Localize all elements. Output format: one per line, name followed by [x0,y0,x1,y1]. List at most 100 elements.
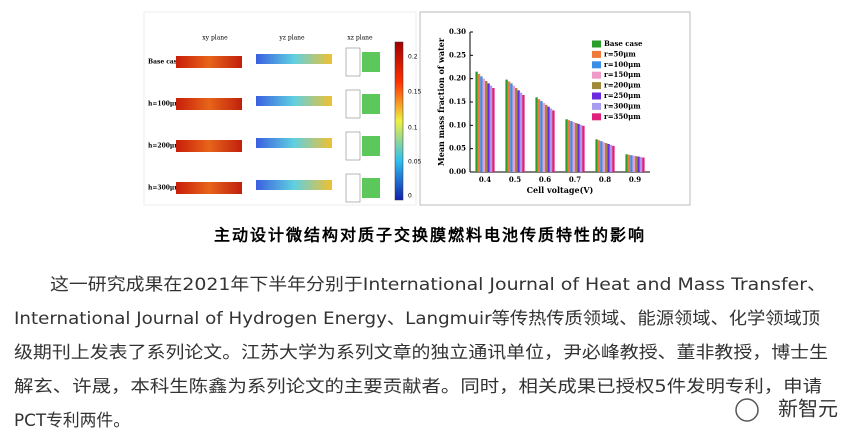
bar [480,76,483,172]
legend-label: r=50μm [604,49,636,58]
xz-frame [345,173,361,203]
bar [632,155,635,172]
xz-field [362,52,380,72]
bar [482,78,485,172]
bar [489,85,493,172]
bar [547,106,550,172]
legend-label: r=300μm [604,101,641,110]
bar [540,101,543,172]
y-tick-label: 0.00 [449,167,466,176]
bar [582,125,585,172]
legend-label: Base case [604,39,643,48]
bar [637,156,640,172]
bar [565,119,568,172]
bar [639,157,643,172]
bar [492,88,495,172]
bar [485,81,488,172]
paragraph-line: 解玄、许晟，本科生陈鑫为系列论文的主要贡献者。同时，相关成果已授权5件发明专利，… [14,377,822,397]
y-axis-label: Mean mass fraction of water [436,37,446,166]
legend-swatch [592,113,601,121]
row-label: h=300μm [148,185,181,192]
bar [510,83,513,172]
yz-field [256,54,332,64]
chart-frame [419,11,691,206]
y-tick-label: 0.15 [449,97,466,106]
legend-swatch [592,71,601,79]
column-header: yz plane [278,35,305,42]
xz-field [362,94,380,114]
xz-frame [345,47,361,77]
colorbar-label: 0.2 [408,54,418,61]
legend-label: r=350μm [604,112,641,121]
bar [487,83,490,172]
bar [570,121,573,172]
legend-label: r=150μm [604,70,641,79]
yz-field [256,138,332,148]
y-tick-label: 0.30 [449,27,466,36]
legend-swatch [592,61,601,69]
colorbar-label: 0 [408,193,412,200]
xy-field [176,140,242,152]
x-tick-label: 0.5 [509,175,521,184]
bar [612,145,615,172]
yz-field [256,96,332,106]
bar [542,102,545,172]
bar [642,157,645,172]
bar [475,71,478,172]
bar [597,140,601,172]
colorbar-label: 0.15 [408,89,422,96]
bar [567,120,571,172]
bar [600,141,603,172]
caption: 主动设计微结构对质子交换膜燃料电池传质特性的影响 [214,226,646,245]
bar [577,123,580,172]
colorbar-label: 0.05 [408,159,422,166]
y-tick-label: 0.25 [449,50,466,59]
bar [627,154,631,172]
paragraph-line: International Journal of Hydrogen Energy… [14,309,820,329]
y-tick-label: 0.05 [449,144,466,153]
bar [519,92,523,172]
legend-swatch [592,82,601,90]
legend-swatch [592,92,601,100]
bar [549,108,553,172]
bar [507,81,511,172]
column-header: xy plane [202,35,228,42]
legend-label: r=100μm [604,60,641,69]
bar [607,144,610,172]
x-tick-label: 0.7 [569,175,581,184]
x-tick-label: 0.6 [539,175,551,184]
paragraph-line: 级期刊上发表了系列论文。江苏大学为系列文章的独立通讯单位，尹必峰教授、董非教授，… [14,343,828,363]
row-label: h=100μm [148,101,181,108]
bar [575,123,578,172]
bar [545,104,548,172]
bar [552,110,555,172]
bar [537,99,541,172]
x-tick-label: 0.9 [629,175,641,184]
bar [595,139,598,172]
xz-frame [345,131,361,161]
bar [630,155,633,172]
bar [522,95,525,172]
legend-swatch [592,102,601,110]
x-tick-label: 0.4 [479,175,491,184]
xy-field [176,98,242,110]
legend-swatch [592,50,601,58]
bar [517,90,520,172]
legend-swatch [592,40,601,48]
watermark: 新智元 [778,397,838,421]
wechat-icon [735,398,759,422]
colorbar-label: 0.1 [408,125,418,132]
bar [605,143,608,172]
xz-field [362,178,380,198]
bar [609,144,613,172]
colorbar [394,41,404,201]
bar [512,85,515,172]
y-tick-label: 0.20 [449,74,466,83]
paragraph-line: 这一研究成果在2021年下半年分别于International Journal … [50,275,826,295]
column-header: xz plane [347,35,373,42]
xz-frame [345,89,361,119]
bar [515,88,518,172]
bar [635,156,638,172]
bar [505,79,508,172]
